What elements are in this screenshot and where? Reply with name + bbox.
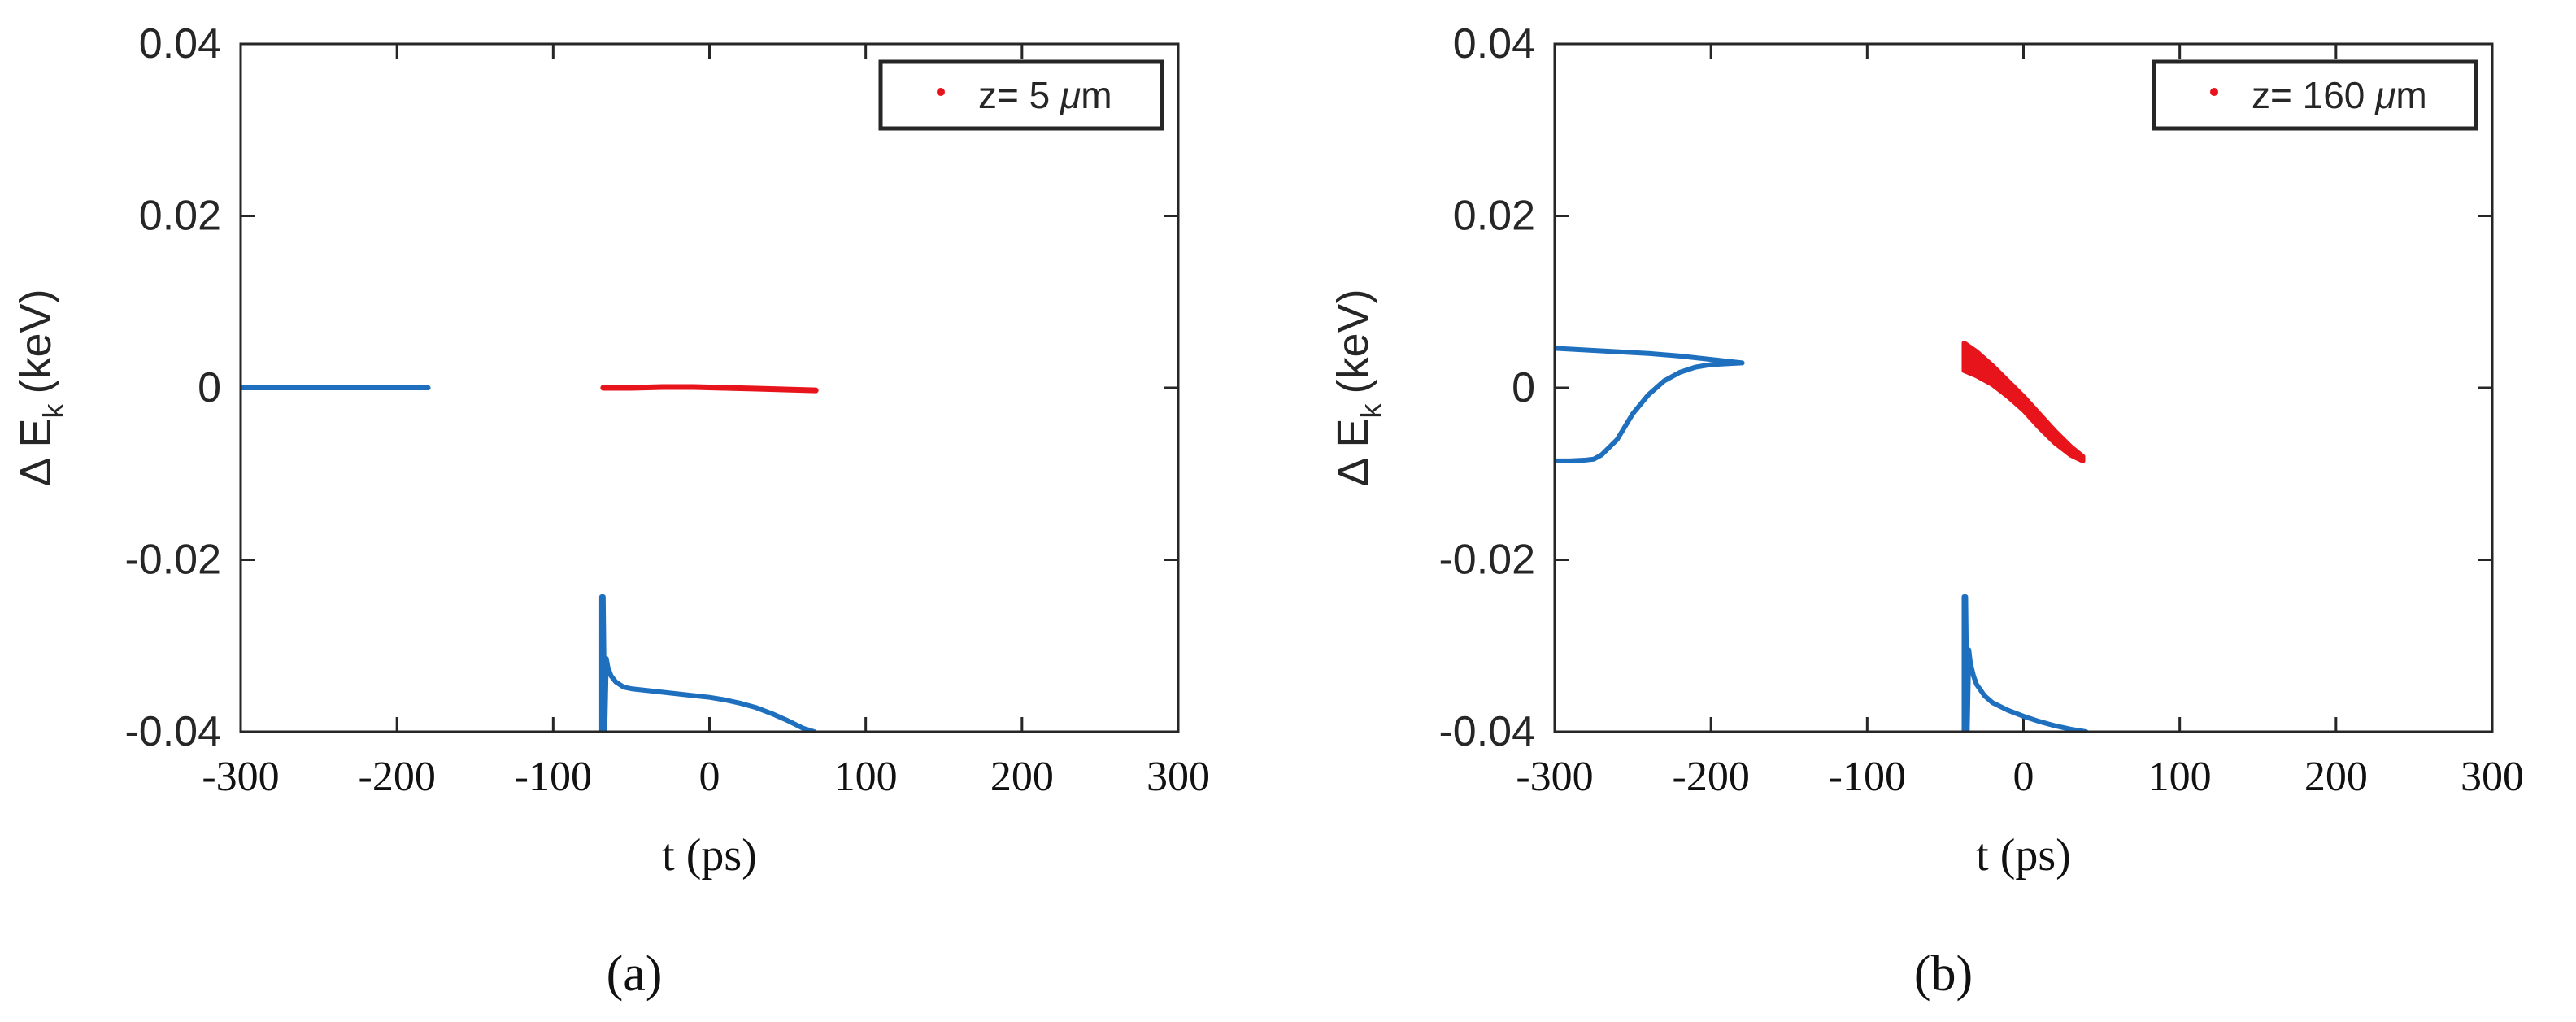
y-tick-label: 0.04 [1453, 20, 1535, 67]
legend-prefix: z= 160 [2252, 74, 2375, 116]
y-axis-label-main: Δ E [1329, 418, 1377, 486]
y-axis-label-main: Δ E [11, 418, 60, 486]
blue-series-line [1961, 594, 2089, 732]
panel-label-a: (a) [607, 946, 663, 1002]
legend-mu: μ [2374, 74, 2395, 116]
x-tick-label: -200 [1673, 754, 1750, 800]
x-tick-label: 300 [2461, 754, 2524, 800]
legend-label: z= 160 μm [2252, 74, 2427, 116]
x-tick-labels-a: -300 -200 -100 0 100 200 300 [202, 754, 1210, 800]
axes-frame [1553, 42, 2494, 733]
data-layer [1555, 341, 2089, 732]
legend-marker [2210, 88, 2218, 96]
x-tick-label: 300 [1147, 754, 1210, 800]
y-tick-label: 0 [1512, 364, 1535, 411]
legend-b: z= 160 μm [2152, 59, 2478, 131]
y-tick-label: -0.04 [124, 708, 221, 755]
axes-frame [239, 42, 1180, 733]
y-axis-label-unit: (keV) [11, 289, 60, 394]
blue-series-line [598, 594, 817, 732]
blue-series-line [1555, 346, 1745, 463]
y-axis-label-b: Δ Ek (keV) [1329, 289, 1387, 486]
y-tick-label: -0.02 [124, 537, 221, 584]
panel-label-b: (b) [1914, 946, 1973, 1002]
y-axis-label-sub: k [1354, 402, 1387, 418]
y-axis-label-sub: k [37, 402, 70, 418]
x-tick-label: 0 [699, 754, 720, 800]
x-tick-labels-b: -300 -200 -100 0 100 200 300 [1516, 754, 2524, 800]
x-tick-label: 100 [834, 754, 898, 800]
y-tick-label: -0.04 [1438, 708, 1535, 755]
x-tick-label: 200 [990, 754, 1054, 800]
y-tick-label: 0 [198, 364, 221, 411]
legend-unit: m [1081, 74, 1112, 116]
y-axis-label-a: Δ Ek (keV) [11, 289, 70, 486]
legend-a: z= 5 μm [878, 59, 1164, 131]
plot-area-b [1553, 42, 2494, 733]
y-axis-label-unit: (keV) [1329, 289, 1377, 394]
x-tick-label: 200 [2304, 754, 2368, 800]
x-tick-label: -300 [1516, 754, 1593, 800]
chart-panel-a: 0.04 0.02 0 -0.02 -0.04 -300 -200 -100 0… [11, 20, 1210, 1002]
legend-marker [937, 88, 945, 96]
x-axis-label-a: t (ps) [662, 830, 757, 881]
red-series-line [600, 384, 819, 394]
x-tick-label: -300 [202, 754, 279, 800]
x-tick-label: -100 [1829, 754, 1906, 800]
x-tick-label: -200 [359, 754, 436, 800]
x-tick-label: 0 [2013, 754, 2034, 800]
y-tick-labels-a: 0.04 0.02 0 -0.02 -0.04 [124, 20, 221, 755]
plot-area-a [239, 42, 1180, 733]
legend-unit: m [2395, 74, 2426, 116]
y-tick-labels-b: 0.04 0.02 0 -0.02 -0.04 [1438, 20, 1535, 755]
legend-box [878, 59, 1164, 131]
y-tick-label: 0.02 [139, 193, 221, 240]
y-tick-label: -0.02 [1438, 537, 1535, 584]
data-layer [241, 384, 819, 732]
x-tick-label: -100 [515, 754, 592, 800]
legend-prefix: z= 5 [978, 74, 1060, 116]
x-tick-label: 100 [2148, 754, 2212, 800]
y-tick-label: 0.04 [139, 20, 221, 67]
y-tick-label: 0.02 [1453, 193, 1535, 240]
legend-mu: μ [1060, 74, 1081, 116]
legend-box [2152, 59, 2478, 131]
legend-label: z= 5 μm [978, 74, 1112, 116]
chart-panel-b: 0.04 0.02 0 -0.02 -0.04 -300 -200 -100 0… [1329, 20, 2524, 1002]
x-axis-label-b: t (ps) [1976, 830, 2071, 881]
red-series-band [1961, 341, 2086, 463]
